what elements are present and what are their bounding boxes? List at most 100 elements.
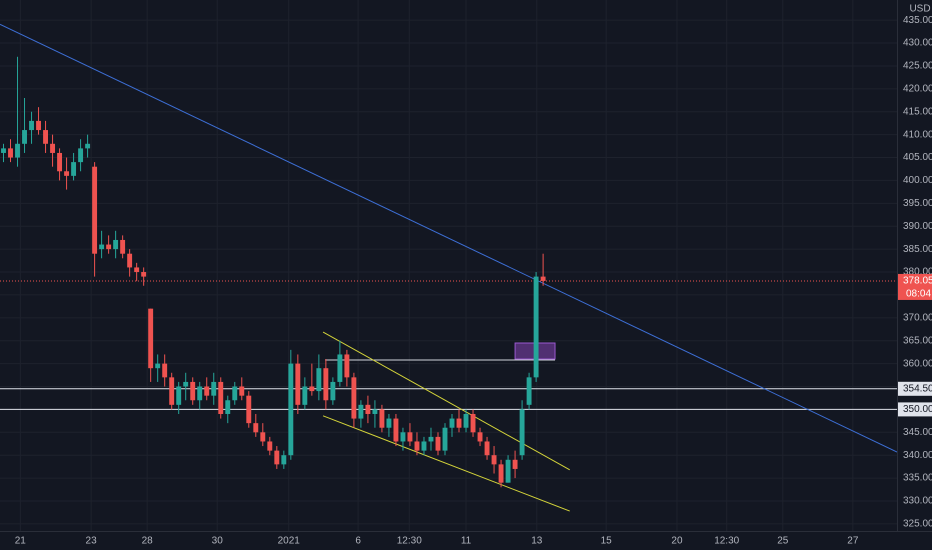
candle-body [435,436,441,451]
x-tick-label: 21 [15,536,27,547]
x-tick-label: 15 [601,536,613,547]
candle-body [204,386,210,396]
candle-body [22,130,27,144]
currency-label: USD [909,4,930,15]
candle-body [428,436,434,442]
candle-body [246,395,252,424]
candle-body [190,381,196,401]
y-tick-label: 400.00 [903,175,932,186]
candle-body [393,418,399,442]
candle-body [1,148,6,153]
candle-body [491,455,497,465]
y-tick-label: 385.00 [903,244,932,255]
candle-body [253,423,259,433]
level-label: 354.50 [903,383,932,394]
level-label: 350.00 [903,404,932,415]
candle-body [414,441,420,451]
x-tick-label: 27 [847,536,859,547]
y-tick-label: 345.00 [903,427,932,438]
candle-body [211,381,217,396]
candle-body [141,272,147,277]
x-tick-label: 25 [777,536,789,547]
candle-body [337,354,343,382]
candle-body [148,308,154,369]
candle-body [218,381,224,414]
candle-body [505,459,511,483]
plot [0,0,897,531]
candle-body [533,276,539,378]
candle-body [225,400,231,414]
candle-body [540,276,546,281]
trend-line [0,23,897,453]
candle-body [449,418,455,428]
candle-body [43,130,49,144]
y-tick-label: 390.00 [903,221,932,232]
candle-body [400,432,406,442]
candle-body [8,148,13,158]
candle-body [29,120,34,131]
candle-body [302,386,308,405]
x-tick-label: 28 [142,536,154,547]
candle-body [358,404,364,419]
candle-body [365,404,371,414]
candle-body [295,363,301,405]
countdown-label: 08:04 [906,289,931,300]
candle-body [64,171,70,176]
candle-body [309,386,315,392]
y-tick-label: 335.00 [903,473,932,484]
x-tick-label: 23 [86,536,98,547]
x-tick-label: 11 [461,536,472,547]
candle-body [288,363,294,456]
candle-body [120,239,126,254]
y-tick-label: 430.00 [903,38,932,49]
candle-body [274,450,280,465]
candle-body [386,418,392,428]
candle-body [50,143,56,153]
candle-body [470,413,476,433]
candle-body [519,409,525,456]
y-tick-label: 425.00 [903,61,932,72]
y-tick-label: 410.00 [903,129,932,140]
candle-body [197,386,203,401]
candle-body [127,253,133,268]
candle-body [183,381,189,387]
candle-body [456,418,462,428]
candle-body [330,381,336,401]
candle-body [15,143,20,158]
candle-body [134,267,140,273]
y-tick-label: 330.00 [903,496,932,507]
candle-body [463,413,469,428]
candle-body [106,244,112,250]
candle-body [372,409,378,414]
last-price-box [898,273,932,300]
candle-body [57,152,63,172]
candle-body [407,432,413,442]
channel-line [322,331,570,471]
y-tick-label: 405.00 [903,152,932,163]
y-tick-label: 395.00 [903,198,932,209]
candle-body [477,432,483,442]
candle-body [316,368,322,392]
x-tick-label: 13 [531,536,543,547]
y-tick-label: 370.00 [903,312,932,323]
y-tick-label: 325.00 [903,519,932,530]
x-tick-label: 6 [355,536,361,547]
candle-body [512,459,518,469]
candle-body [155,363,161,369]
x-tick-label: 12:30 [397,536,422,547]
y-tick-label: 365.00 [903,335,932,346]
candle-body [71,162,77,176]
level-label-box [898,381,932,396]
channel-line [322,415,570,512]
candle-body [36,120,41,131]
y-tick-label: 360.00 [903,358,932,369]
candle-body [99,244,105,250]
candle-body [484,441,490,456]
candle-body [267,441,273,451]
candle-body [498,464,504,483]
y-tick-label: 420.00 [903,83,932,94]
candle-body [78,148,84,163]
candle-body [239,386,245,396]
y-tick-label: 415.00 [903,106,932,117]
